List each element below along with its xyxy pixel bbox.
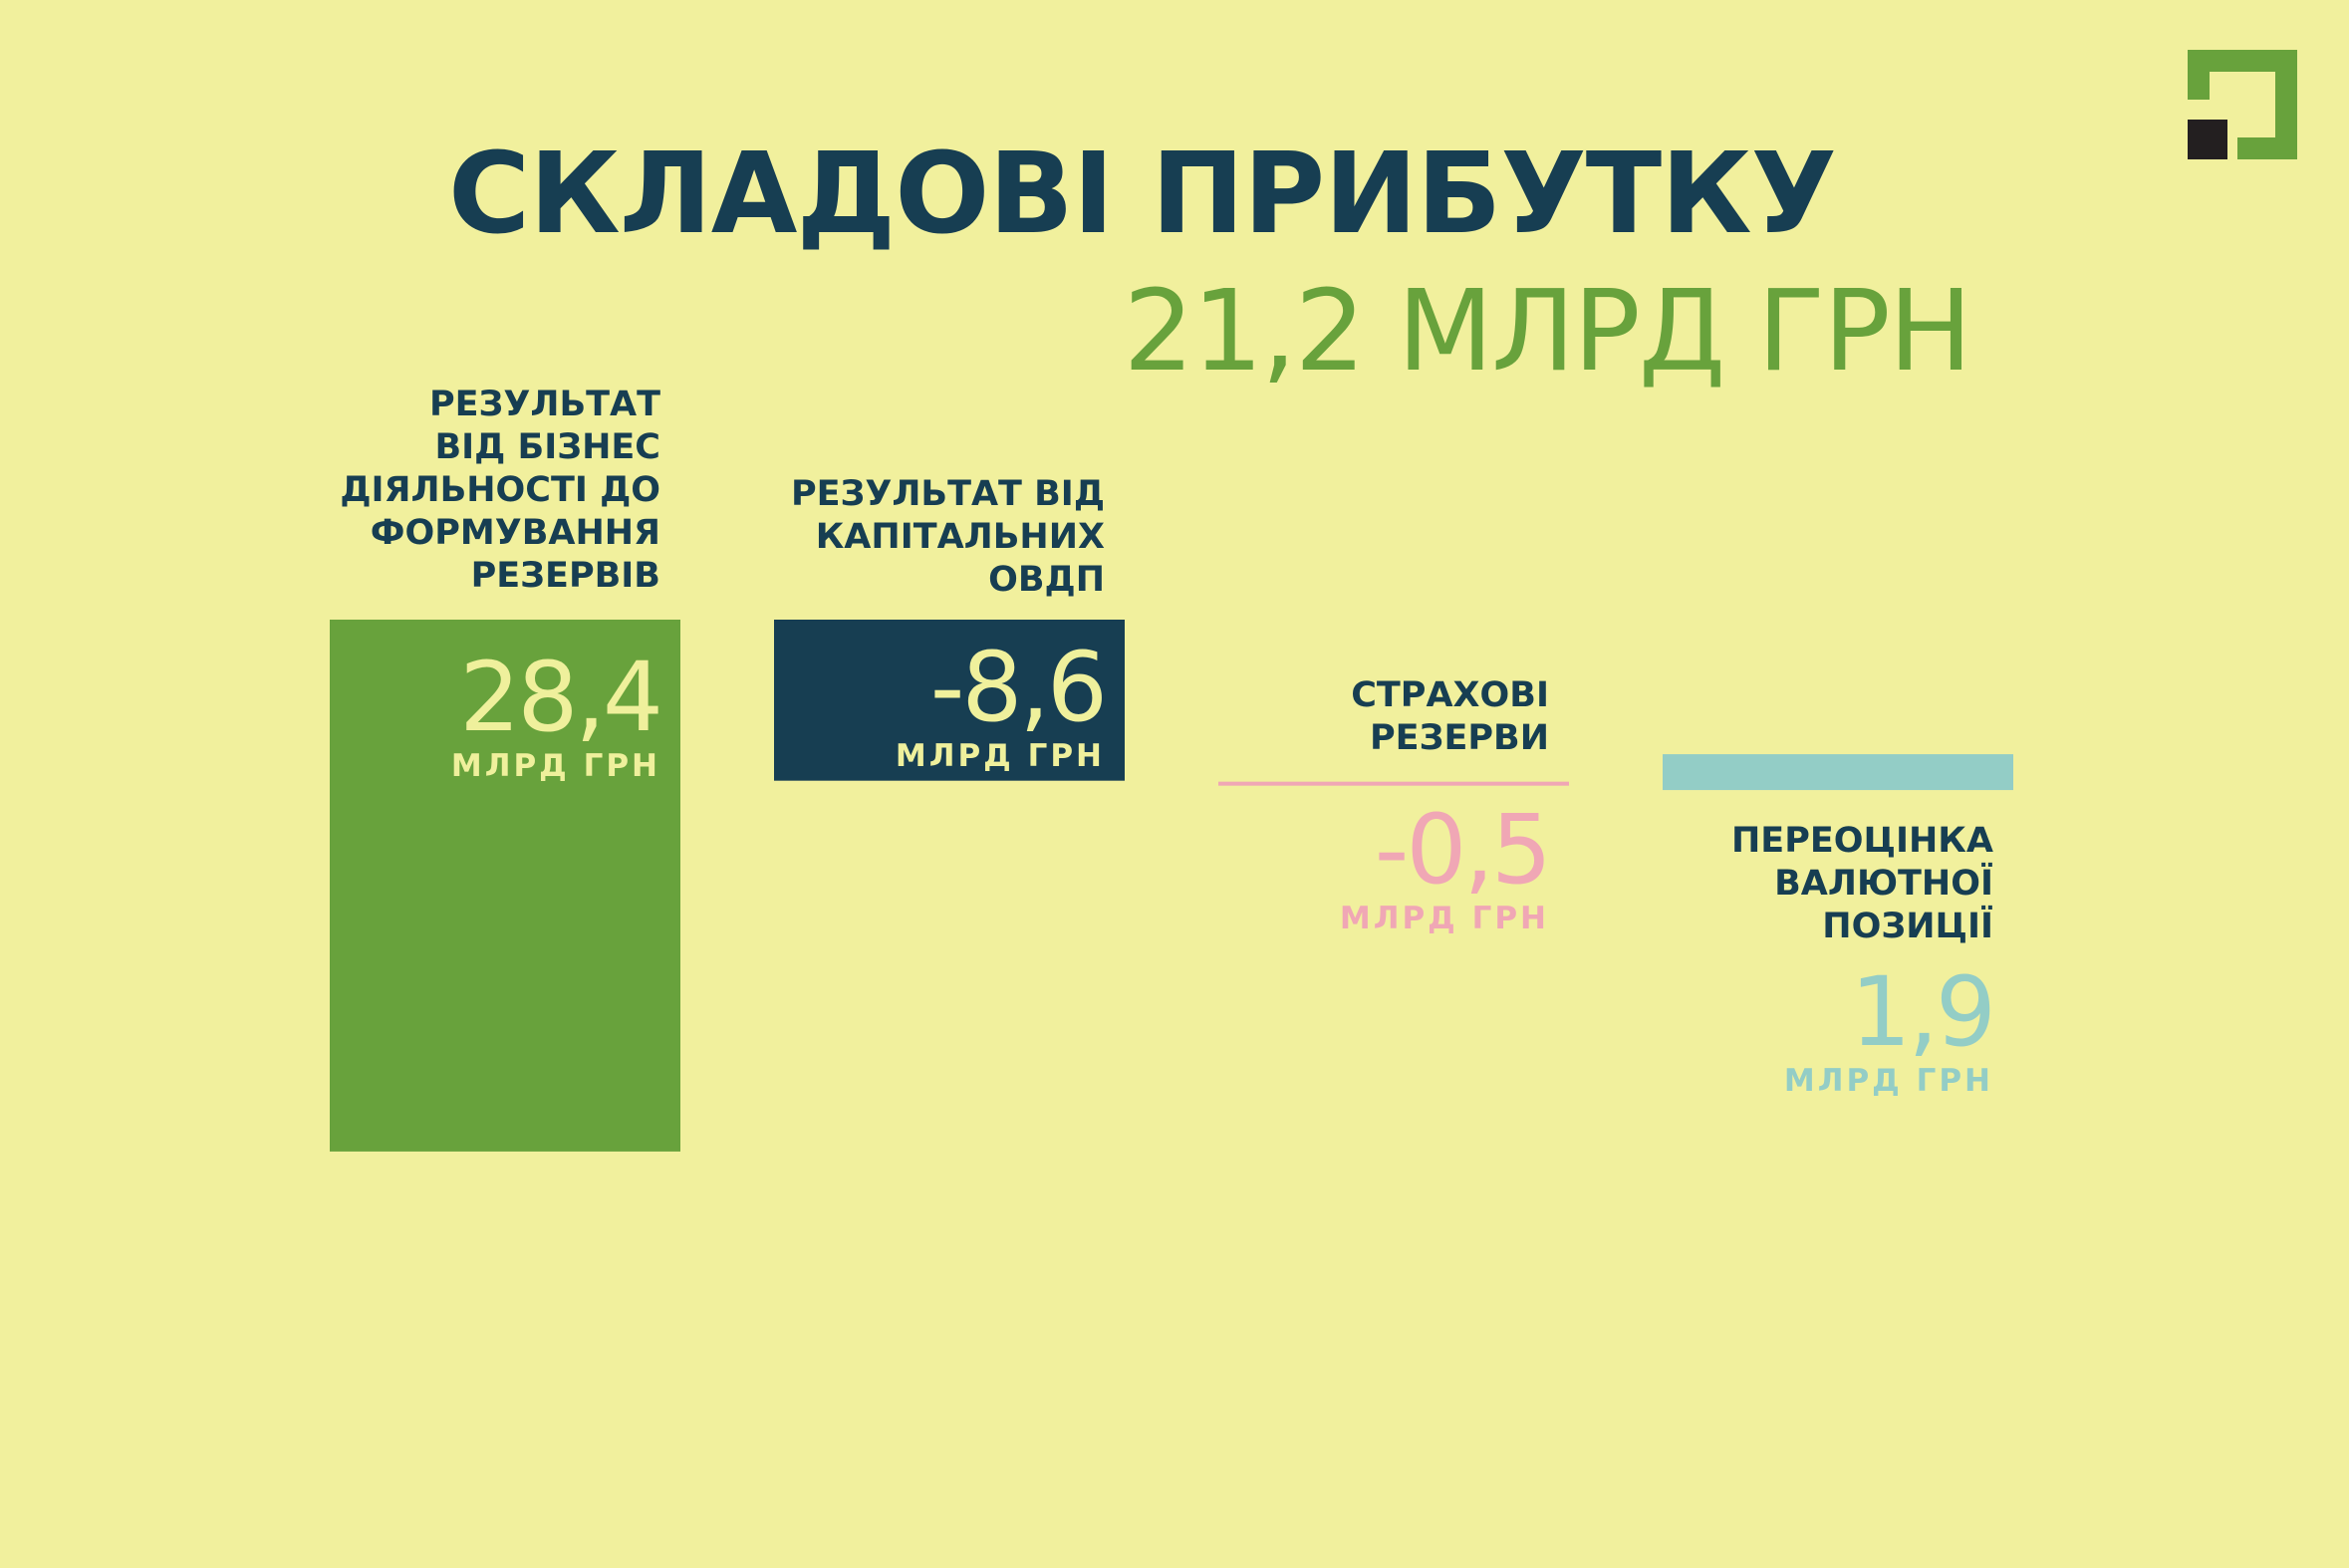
value-number-3: -0,5 bbox=[1374, 793, 1552, 906]
value-unit-3: МЛРД ГРН bbox=[1339, 900, 1549, 936]
bar-3 bbox=[1218, 781, 1569, 786]
bar-4 bbox=[1663, 754, 2013, 791]
category-label-3: СТРАХОВІ РЕЗЕРВИ bbox=[1351, 674, 1549, 758]
bar-2 bbox=[774, 620, 1125, 781]
value-label-2: -8,6 МЛРД ГРН bbox=[895, 632, 1108, 774]
chart-total: 21,2 МЛРД ГРН bbox=[1123, 267, 1972, 396]
category-label-1: РЕЗУЛЬТАТ ВІД БІЗНЕС ДІЯЛЬНОСТІ ДО ФОРМУВАН… bbox=[340, 385, 660, 596]
value-label-3: -0,5 МЛРД ГРН bbox=[1339, 793, 1552, 936]
value-number-4: 1,9 bbox=[1850, 956, 1996, 1068]
value-unit-4: МЛРД ГРН bbox=[1783, 1063, 1993, 1099]
value-unit-2: МЛРД ГРН bbox=[895, 738, 1105, 774]
category-label-2: РЕЗУЛЬТАТ ВІД КАПІТАЛЬНИХ ОВДП bbox=[790, 474, 1105, 600]
category-label-4: ПЕРЕОЦІНКА ВАЛЮТНОЇ ПОЗИЦІЇ bbox=[1731, 821, 1993, 946]
value-unit-1: МЛРД ГРН bbox=[450, 748, 660, 784]
value-label-1: 28,4 МЛРД ГРН bbox=[450, 642, 663, 784]
chart-title: СКЛАДОВІ ПРИБУТКУ bbox=[448, 130, 1837, 259]
value-label-4: 1,9 МЛРД ГРН bbox=[1783, 956, 1996, 1099]
bar-1 bbox=[330, 620, 680, 1152]
value-number-2: -8,6 bbox=[929, 632, 1108, 743]
value-number-1: 28,4 bbox=[459, 642, 663, 753]
privatbank-logo-icon bbox=[2188, 50, 2297, 159]
